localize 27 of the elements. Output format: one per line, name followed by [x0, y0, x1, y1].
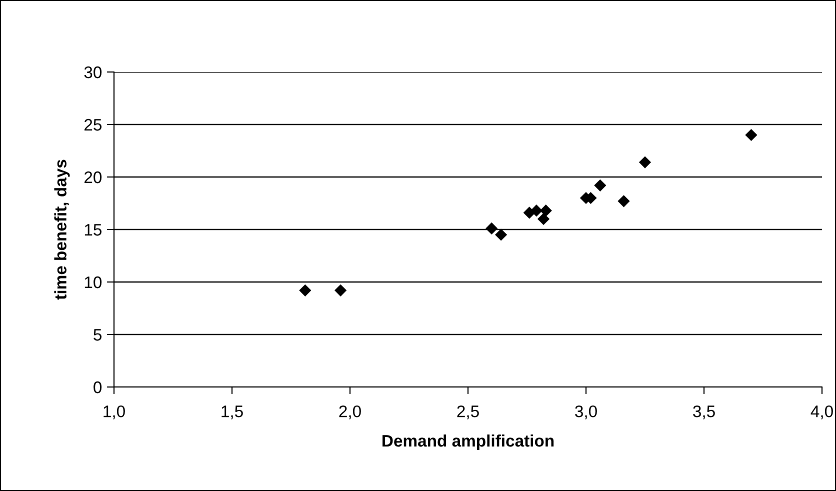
- point: [745, 128, 758, 142]
- x-tick-label: 3,0: [575, 405, 597, 420]
- point: [618, 195, 630, 208]
- point: [334, 284, 347, 296]
- y-tick-label: 20: [84, 171, 102, 184]
- point: [594, 179, 606, 192]
- point: [299, 284, 312, 296]
- point: [540, 204, 552, 217]
- x-tick-label: 2,0: [339, 405, 361, 420]
- x-tick-label: 3,5: [693, 405, 715, 420]
- y-tick-label: 0: [94, 381, 102, 394]
- point: [638, 156, 652, 168]
- y-tick-label: 10: [84, 276, 102, 288]
- point: [486, 222, 498, 235]
- x-tick-label: 1,5: [222, 406, 243, 420]
- x-tick-label: 2,5: [457, 405, 479, 420]
- y-tick-label: 25: [84, 118, 102, 131]
- point: [494, 228, 508, 241]
- y-axis-title: time benefit, days: [54, 160, 70, 300]
- point: [530, 204, 542, 217]
- y-tick-label: 15: [84, 224, 102, 236]
- x-tick-label: 1,0: [104, 405, 125, 420]
- point: [537, 212, 550, 226]
- y-tick-label: 30: [84, 66, 102, 78]
- y-tick-label: 5: [94, 329, 102, 341]
- x-tick-label: 4,0: [810, 405, 833, 420]
- x-axis-title: Demand amplification: [382, 434, 554, 450]
